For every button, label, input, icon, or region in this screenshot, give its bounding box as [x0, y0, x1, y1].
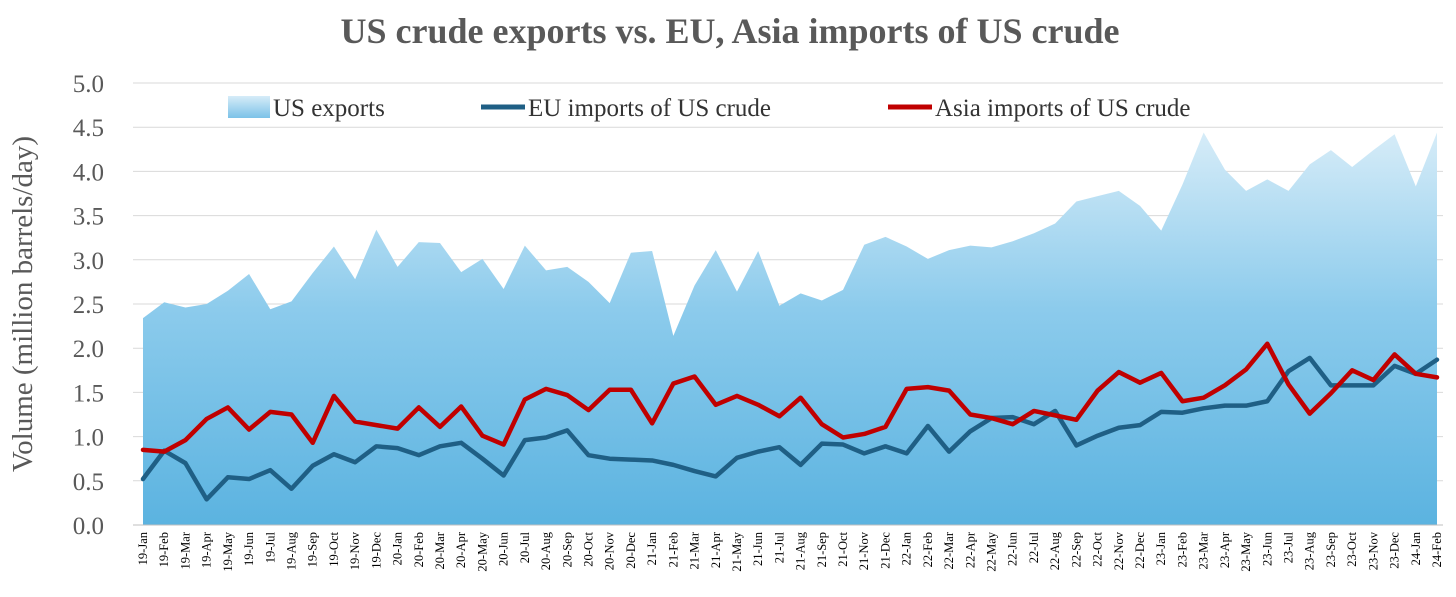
chart-title: US crude exports vs. EU, Asia imports of…: [341, 11, 1120, 51]
x-tick-label: 22-Feb: [921, 532, 935, 567]
x-tick-label: 23-Sep: [1324, 532, 1338, 567]
legend-swatch-us-exports: [228, 96, 270, 118]
x-tick-label: 19-Nov: [348, 531, 362, 570]
y-tick-label: 2.5: [73, 292, 104, 319]
x-tick-label: 20-Jul: [518, 531, 532, 563]
y-tick-label: 1.0: [73, 425, 104, 452]
x-tick-label: 19-Oct: [327, 531, 341, 566]
x-tick-label: 22-Aug: [1048, 531, 1062, 570]
x-tick-label: 22-Sep: [1069, 532, 1083, 567]
x-tick-label: 22-Oct: [1091, 531, 1105, 566]
series-line-asia-imports: [140, 341, 1440, 454]
x-tick-label: 22-Dec: [1133, 532, 1147, 569]
x-tick-label: 22-Mar: [942, 531, 956, 569]
series-area-layer: [143, 132, 1437, 525]
x-tick-label: 20-Jan: [391, 531, 405, 565]
x-tick-label: 21-Jan: [645, 531, 659, 565]
x-tick-label: 22-Apr: [963, 531, 977, 568]
legend-label-us-exports: US exports: [273, 95, 385, 122]
legend-label-eu-imports: EU imports of US crude: [528, 95, 771, 122]
y-tick-label: 5.0: [73, 71, 104, 98]
x-tick-label: 21-Nov: [857, 531, 871, 570]
x-tick-label: 23-Dec: [1388, 532, 1402, 569]
y-tick-label: 4.5: [73, 115, 104, 142]
x-tick-label: 21-Sep: [815, 532, 829, 567]
x-tick-label: 19-Jul: [263, 531, 277, 563]
x-tick-label: 23-Oct: [1345, 531, 1359, 566]
x-tick-label: 20-Oct: [581, 531, 595, 566]
x-tick-label: 19-May: [221, 531, 235, 571]
x-tick-label: 23-Feb: [1175, 532, 1189, 567]
x-tick-label: 24-Feb: [1430, 532, 1444, 567]
y-tick-label: 0.0: [73, 513, 104, 540]
x-tick-label: 21-Jun: [751, 531, 765, 566]
y-tick-label: 4.0: [73, 159, 104, 186]
legend: US exports EU imports of US crude Asia i…: [228, 95, 1191, 122]
y-axis-ticks: 0.0 0.5 1.0 1.5 2.0 2.5 3.0 3.5 4.0 4.5 5.0: [73, 71, 104, 540]
y-tick-label: 3.0: [73, 248, 104, 275]
x-tick-label: 19-Mar: [178, 531, 192, 569]
x-tick-label: 21-May: [730, 531, 744, 571]
series-lines-layer: [140, 341, 1440, 502]
y-axis-label: Volume (million barrels/day): [7, 136, 39, 472]
x-tick-label: 24-Jan: [1409, 531, 1423, 565]
x-tick-label: 20-Jun: [497, 531, 511, 566]
x-tick-label: 19-Dec: [369, 532, 383, 569]
y-tick-label: 0.5: [73, 469, 104, 496]
x-tick-label: 20-Sep: [560, 532, 574, 567]
x-tick-label: 21-Aug: [794, 531, 808, 570]
x-tick-label: 20-Nov: [603, 531, 617, 570]
x-tick-label: 19-Aug: [284, 531, 298, 570]
x-tick-label: 22-May: [985, 531, 999, 571]
x-tick-label: 19-Sep: [306, 532, 320, 567]
x-tick-label: 21-Feb: [666, 532, 680, 567]
x-tick-label: 23-Jan: [1154, 531, 1168, 565]
x-tick-label: 20-Apr: [454, 531, 468, 568]
y-tick-label: 3.5: [73, 204, 104, 231]
x-tick-label: 21-Oct: [836, 531, 850, 566]
x-tick-label: 20-Feb: [412, 532, 426, 567]
series-line-eu-imports: [140, 355, 1440, 502]
x-tick-label: 23-Jun: [1260, 531, 1274, 566]
x-tick-label: 21-Apr: [709, 531, 723, 568]
x-tick-label: 19-Apr: [200, 531, 214, 568]
x-tick-label: 20-May: [475, 531, 489, 571]
x-axis-ticks: 19-Jan 19-Feb 19-Mar 19-Apr 19-May 19-Jun 19-J…: [133, 524, 1444, 572]
x-tick-label: 23-Jul: [1282, 531, 1296, 563]
x-tick-label: 19-Feb: [157, 532, 171, 567]
x-tick-label: 19-Jan: [136, 531, 150, 565]
x-tick-label: 23-Apr: [1218, 531, 1232, 568]
y-tick-label: 1.5: [73, 380, 104, 407]
legend-label-asia-imports: Asia imports of US crude: [935, 95, 1191, 122]
x-tick-label: 23-Aug: [1303, 531, 1317, 570]
x-tick-label: 20-Dec: [624, 532, 638, 569]
x-tick-label: 22-Jun: [1006, 531, 1020, 566]
x-tick-label: 21-Mar: [688, 531, 702, 569]
x-tick-label: 23-May: [1239, 531, 1253, 571]
x-tick-label: 22-Nov: [1112, 531, 1126, 570]
x-tick-label: 20-Mar: [433, 531, 447, 569]
x-tick-label: 23-Mar: [1197, 531, 1211, 569]
x-tick-label: 22-Jul: [1027, 531, 1041, 563]
x-tick-label: 23-Nov: [1366, 531, 1380, 570]
x-tick-label: 21-Jul: [772, 531, 786, 563]
x-tick-label: 22-Jan: [900, 531, 914, 565]
x-tick-label: 21-Dec: [878, 532, 892, 569]
x-tick-label: 19-Jun: [242, 531, 256, 566]
y-tick-label: 2.0: [73, 336, 104, 363]
x-tick-label: 20-Aug: [539, 531, 553, 570]
series-area-us-exports: [143, 132, 1437, 525]
